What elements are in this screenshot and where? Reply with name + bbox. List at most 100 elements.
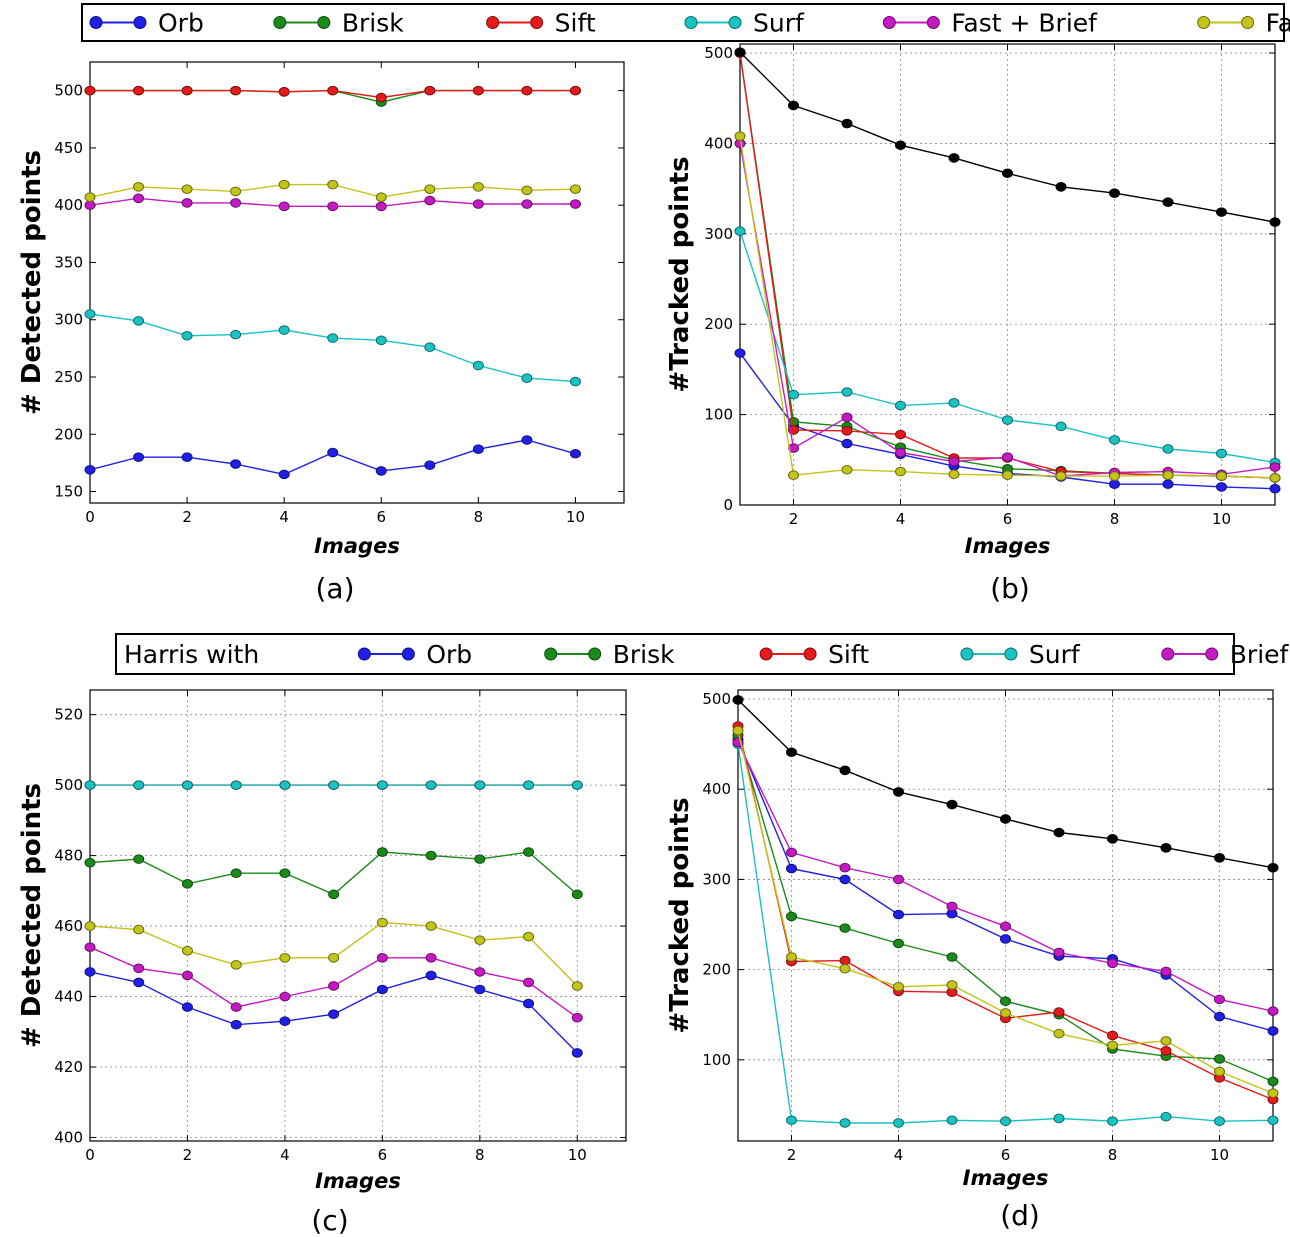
- data-point-surf: [84, 780, 96, 790]
- data-point-orb: [474, 984, 486, 995]
- x-tick-label: 8: [1108, 1146, 1118, 1164]
- x-tick-label: 4: [894, 1146, 904, 1164]
- data-point-surf: [1055, 421, 1067, 432]
- series-orb: [84, 967, 583, 1058]
- y-axis-label: #Tracked points: [665, 156, 695, 392]
- data-point-surf: [895, 400, 906, 411]
- data-point-surf: [376, 780, 388, 790]
- data-point-klt: [1107, 834, 1118, 844]
- series-brisk: [84, 847, 583, 900]
- data-point-fast-freak: [1162, 470, 1174, 480]
- legend-swatch-marker: [588, 647, 602, 661]
- y-tick-label: 440: [54, 988, 83, 1006]
- legend-swatch-marker: [486, 16, 500, 29]
- data-point-surf: [521, 373, 533, 383]
- legend-swatch-marker: [960, 647, 974, 661]
- data-point-brief: [1214, 994, 1225, 1005]
- x-tick-label: 0: [85, 508, 95, 526]
- data-point-surf: [375, 335, 387, 346]
- data-point-sift: [327, 85, 339, 96]
- data-point-brief: [328, 981, 340, 991]
- data-point-surf: [230, 780, 242, 790]
- data-point-orb: [424, 460, 436, 471]
- y-tick-label: 400: [702, 780, 731, 798]
- data-point-orb: [133, 452, 145, 462]
- data-point-fast-brief: [569, 199, 581, 209]
- legend-label: Fast + Brief: [951, 9, 1098, 38]
- data-point-orb: [1214, 1011, 1225, 1022]
- data-point-brief: [1107, 958, 1118, 969]
- panel-caption: (b): [990, 572, 1030, 605]
- data-point-surf: [84, 309, 96, 319]
- data-point-orb: [893, 909, 904, 920]
- data-point-surf: [133, 780, 145, 790]
- data-point-surf: [1109, 435, 1120, 445]
- data-point-fast-brief: [327, 201, 339, 212]
- legend-label: Surf: [753, 9, 805, 38]
- x-tick-label: 8: [474, 508, 484, 526]
- series-sift: [84, 85, 581, 103]
- series-orb: [84, 435, 581, 480]
- y-tick-label: 250: [54, 368, 83, 386]
- data-point-orb: [1269, 483, 1281, 494]
- y-tick-label: 100: [704, 406, 733, 424]
- data-point-orb: [425, 970, 437, 981]
- data-point-freak: [1160, 1036, 1172, 1046]
- data-point-surf: [839, 1118, 851, 1128]
- data-point-orb: [181, 452, 193, 462]
- chart-panel-a: 0 2 4 6 8 10 150 200 250 300 350 400 450 500 Images # D…: [17, 61, 625, 605]
- data-point-surf: [893, 1118, 904, 1128]
- data-point-klt: [839, 765, 851, 776]
- data-point-brief: [523, 977, 535, 988]
- data-point-fast-freak: [84, 192, 96, 202]
- data-point-surf: [1002, 415, 1013, 425]
- data-point-surf: [181, 780, 193, 790]
- data-point-surf: [571, 780, 583, 790]
- legend-swatch-marker: [882, 16, 896, 29]
- data-point-fast-freak: [375, 192, 387, 202]
- x-tick-label: 4: [279, 508, 289, 526]
- data-point-sift: [569, 85, 581, 96]
- legend-swatch-marker: [1205, 647, 1219, 661]
- data-point-fast-freak: [521, 185, 533, 196]
- data-point-sift: [133, 85, 145, 96]
- data-point-brisk: [376, 847, 388, 857]
- data-point-harris-klt: [1216, 207, 1227, 217]
- data-point-klt: [1160, 843, 1172, 853]
- data-point-surf: [948, 398, 960, 408]
- data-point-fast-freak: [133, 182, 145, 192]
- legend-swatch-marker: [803, 647, 817, 661]
- data-point-surf: [472, 360, 484, 371]
- legend-label: Brisk: [342, 9, 404, 38]
- data-point-harris-klt: [734, 47, 746, 57]
- data-point-surf: [523, 780, 535, 790]
- data-point-surf: [734, 226, 746, 236]
- y-tick-label: 200: [702, 961, 731, 979]
- data-point-brisk: [946, 952, 958, 962]
- data-point-klt: [946, 799, 958, 810]
- data-point-klt: [1053, 827, 1065, 838]
- legend-top-entry-fast-brief: Fast + Brief: [882, 9, 1098, 38]
- data-point-brief: [1053, 947, 1065, 958]
- data-point-klt: [1267, 862, 1279, 873]
- series-surf: [84, 780, 583, 790]
- data-point-freak: [376, 917, 388, 928]
- data-point-brief: [1000, 921, 1011, 932]
- data-point-brief: [133, 963, 145, 974]
- data-point-freak: [1267, 1088, 1279, 1098]
- data-point-fast-freak: [230, 186, 242, 197]
- data-point-fast-freak: [278, 179, 290, 190]
- data-point-orb: [328, 1009, 340, 1019]
- data-point-fast-freak: [1055, 471, 1067, 481]
- series-brisk: [732, 730, 1279, 1087]
- data-point-freak: [133, 924, 145, 935]
- data-point-brief: [893, 874, 904, 885]
- series-line-brisk: [89, 851, 578, 896]
- data-point-harris-klt: [841, 118, 853, 129]
- data-point-surf: [424, 342, 436, 353]
- y-tick-label: 500: [702, 690, 731, 708]
- data-point-fast-freak: [1109, 471, 1120, 481]
- legend-swatch-marker: [273, 16, 287, 29]
- data-point-surf: [1160, 1111, 1172, 1122]
